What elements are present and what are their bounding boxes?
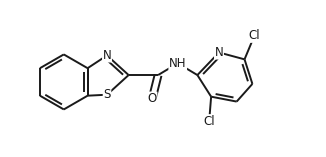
Text: S: S [103, 88, 111, 101]
Text: N: N [215, 46, 223, 59]
Text: O: O [148, 92, 157, 105]
Text: Cl: Cl [203, 115, 215, 128]
Text: NH: NH [169, 57, 186, 70]
Text: Cl: Cl [248, 29, 260, 42]
Text: N: N [103, 49, 111, 62]
